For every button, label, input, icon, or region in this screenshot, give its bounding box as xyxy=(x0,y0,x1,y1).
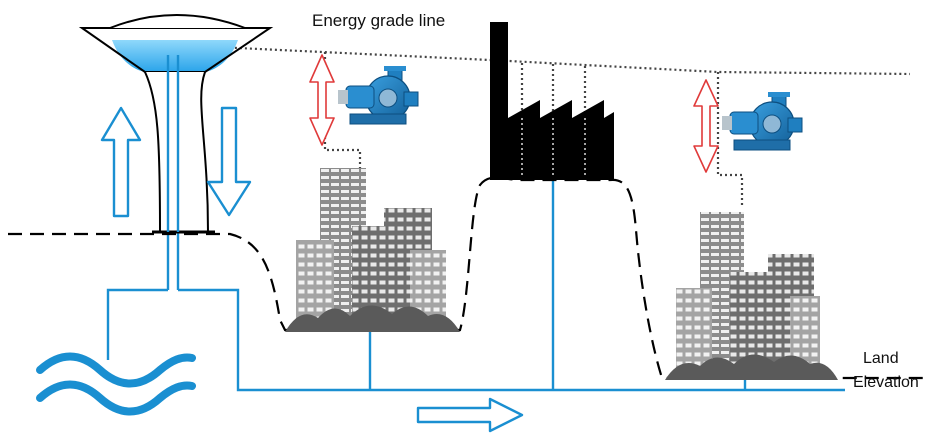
flow-up-arrow-icon xyxy=(100,106,142,218)
city-buildings-icon xyxy=(285,168,460,332)
pressure-head-arrow-icon xyxy=(309,54,335,146)
land-elevation-label-line2: Elevation xyxy=(853,374,919,391)
energy-grade-line-label: Energy grade line xyxy=(312,11,446,30)
centrifugal-pump-icon xyxy=(722,92,803,151)
pressure-head-arrow-icon xyxy=(693,79,719,173)
flow-down-arrow-icon xyxy=(206,106,252,217)
land-elevation-label-line1: Land xyxy=(863,350,899,367)
flow-right-arrow-icon xyxy=(416,397,524,433)
water-waves-icon xyxy=(36,352,196,416)
water-tower-icon xyxy=(78,14,274,234)
centrifugal-pump-icon xyxy=(338,66,419,125)
city-buildings-icon xyxy=(665,212,838,380)
factory-icon xyxy=(490,22,614,180)
